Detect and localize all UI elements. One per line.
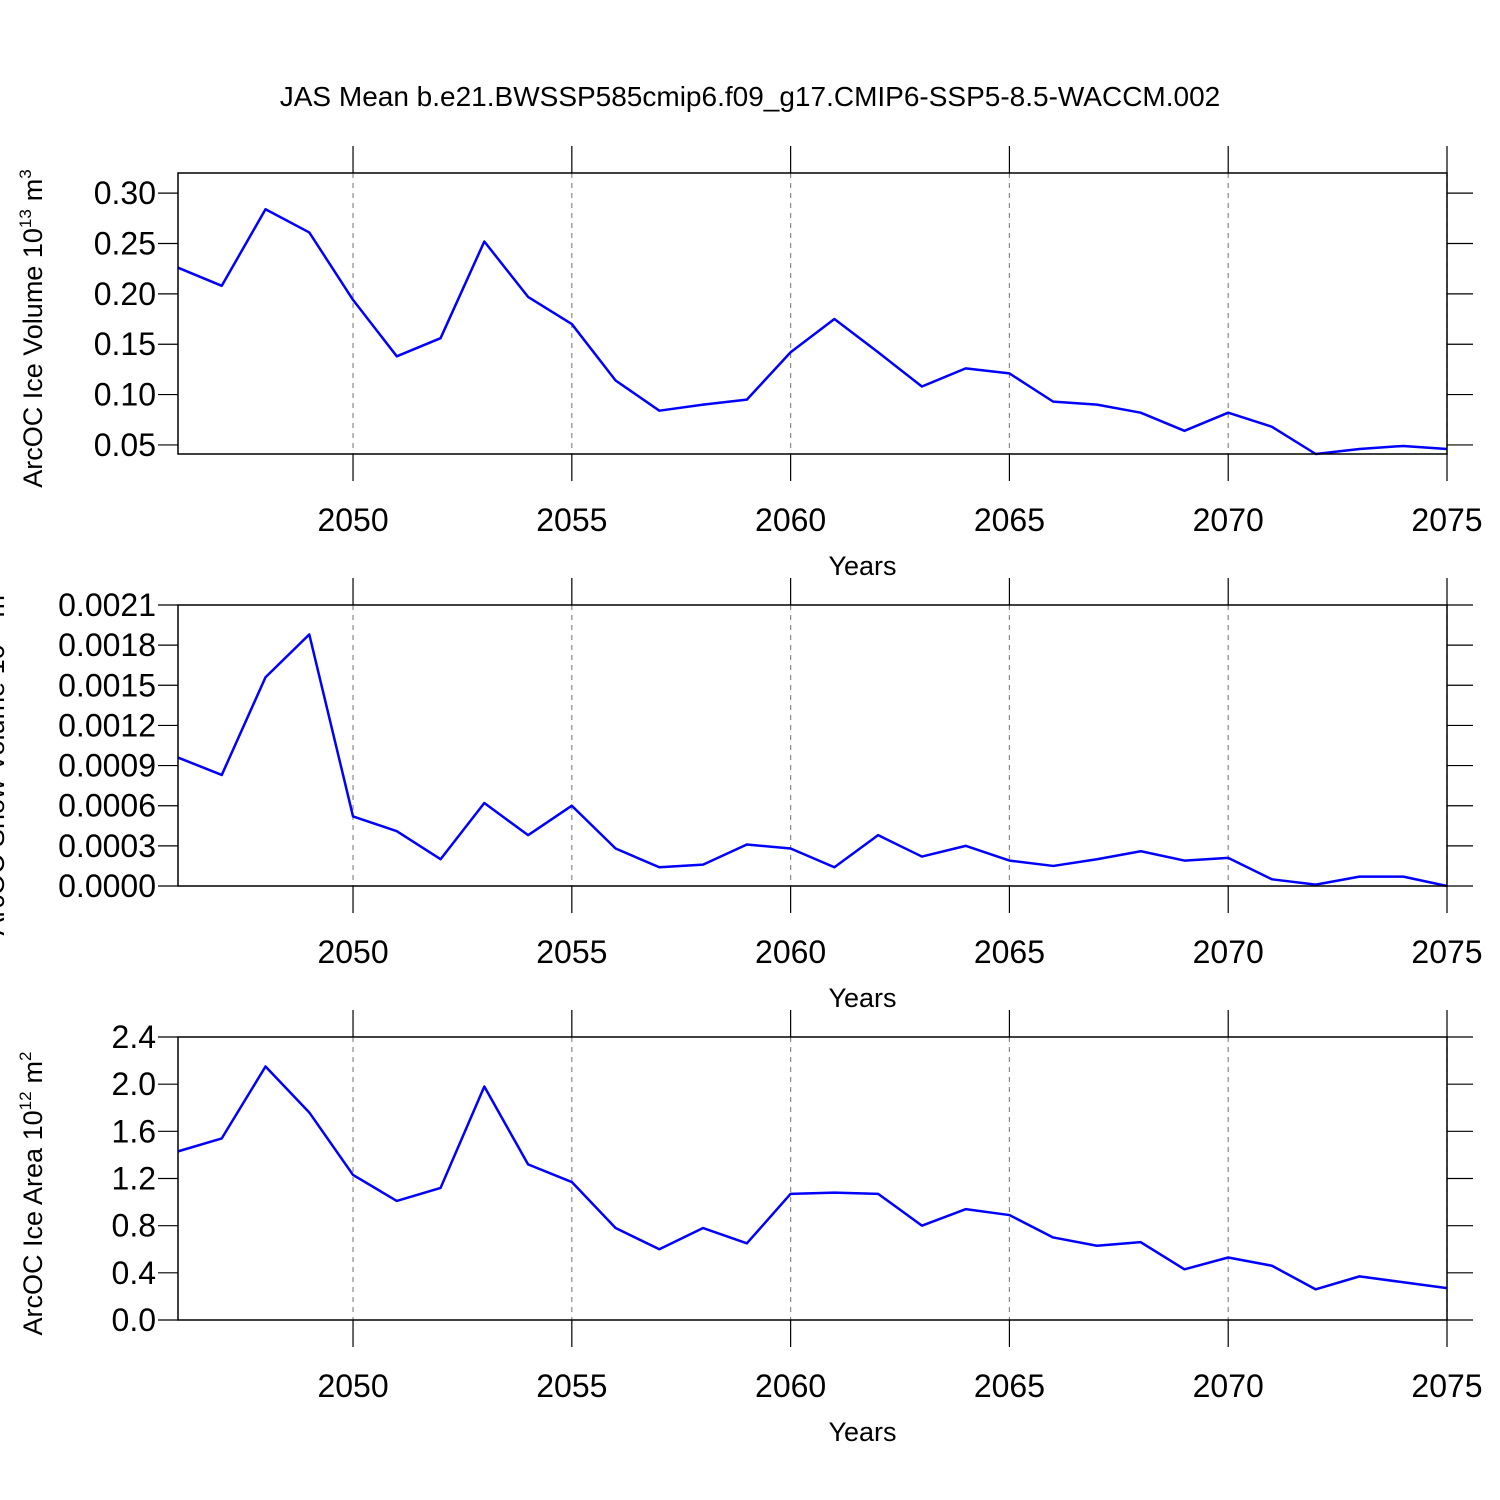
figure-title: JAS Mean b.e21.BWSSP585cmip6.f09_g17.CMI… [280, 81, 1221, 112]
x-axis-label: Years [828, 983, 896, 1013]
data-line [177, 208, 1448, 456]
y-label-text: ArcOC Ice Volume 10 [18, 228, 48, 488]
y-tick-label: 0.10 [94, 377, 156, 413]
y-label-unit-exponent: 2 [16, 1052, 35, 1061]
plot-frame [177, 604, 1448, 887]
x-tick-label: 2065 [974, 502, 1045, 538]
x-tick-label: 2055 [536, 502, 607, 538]
y-tick-label: 0.15 [94, 326, 156, 362]
y-tick-label: 1.6 [112, 1113, 156, 1149]
x-tick-label: 2075 [1411, 1368, 1482, 1404]
x-tick-label: 2065 [974, 1368, 1045, 1404]
y-tick-label: 0.20 [94, 276, 156, 312]
x-tick-label: 2060 [755, 1368, 826, 1404]
y-tick-label: 0.0021 [58, 587, 156, 623]
x-tick-label: 2075 [1411, 934, 1482, 970]
y-tick-label: 0.0018 [58, 627, 156, 663]
x-tick-label: 2070 [1193, 502, 1264, 538]
y-tick-label: 2.0 [112, 1066, 156, 1102]
x-axis-label: Years [828, 551, 896, 581]
y-axis-label: ArcOC Snow Volume 1013m3 [0, 585, 10, 935]
data-line [177, 1065, 1448, 1291]
y-tick-label: 0.30 [94, 175, 156, 211]
y-tick-label: 0.0 [112, 1302, 156, 1338]
data-line [177, 633, 1448, 888]
x-tick-label: 2065 [974, 934, 1045, 970]
x-tick-label: 2060 [755, 934, 826, 970]
y-tick-label: 0.0012 [58, 707, 156, 743]
y-tick-label: 0.0006 [58, 788, 156, 824]
y-tick-label: 0.25 [94, 226, 156, 262]
y-tick-label: 0.05 [94, 427, 156, 463]
y-label-exponent: 12 [16, 1091, 35, 1110]
x-tick-label: 2070 [1193, 1368, 1264, 1404]
x-tick-label: 2050 [317, 502, 388, 538]
x-tick-label: 2070 [1193, 934, 1264, 970]
x-tick-label: 2050 [317, 934, 388, 970]
y-tick-label: 1.2 [112, 1161, 156, 1197]
x-axis-label: Years [828, 1417, 896, 1447]
y-tick-label: 0.0009 [58, 748, 156, 784]
y-label-unit: m [18, 179, 48, 202]
y-tick-label: 0.0015 [58, 667, 156, 703]
y-label-text: ArcOC Ice Area 10 [18, 1110, 48, 1335]
x-tick-label: 2060 [755, 502, 826, 538]
x-tick-label: 2050 [317, 1368, 388, 1404]
y-tick-label: 0.4 [112, 1255, 156, 1291]
y-label-text: ArcOC Snow Volume 10 [0, 644, 10, 935]
y-tick-label: 0.8 [112, 1208, 156, 1244]
plot-frame [177, 172, 1448, 455]
x-tick-label: 2055 [536, 1368, 607, 1404]
y-tick-label: 2.4 [112, 1019, 156, 1055]
y-tick-label: 0.0003 [58, 828, 156, 864]
y-label-exponent: 13 [16, 209, 35, 228]
y-axis-label: ArcOC Ice Volume 1013 m3 [16, 169, 48, 488]
x-tick-label: 2075 [1411, 502, 1482, 538]
y-axis-label: ArcOC Ice Area 1012 m2 [16, 1052, 48, 1336]
y-label-unit: m [18, 1061, 48, 1084]
y-tick-label: 0.0000 [58, 868, 156, 904]
y-label-unit-exponent: 3 [16, 169, 35, 178]
x-tick-label: 2055 [536, 934, 607, 970]
y-label-unit: m [0, 595, 10, 618]
plot-frame [177, 1036, 1448, 1321]
